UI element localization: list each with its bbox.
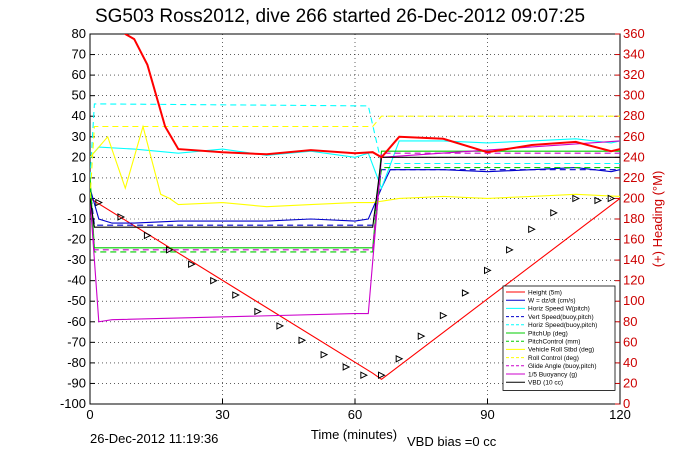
y-tick-label: -40 bbox=[67, 273, 86, 288]
x-axis-label: Time (minutes) bbox=[311, 427, 397, 442]
series-layer bbox=[90, 34, 620, 380]
height-marker bbox=[95, 198, 103, 207]
y-tick-label: 70 bbox=[72, 47, 86, 62]
y-tick-label: -60 bbox=[67, 314, 86, 329]
height-marker bbox=[143, 231, 152, 240]
y-tick-label: -30 bbox=[67, 252, 86, 267]
y-right-tick-label: 280 bbox=[623, 108, 645, 123]
legend: Height (5m) W = dz/dt (cm/s)Horiz Speed W… bbox=[502, 285, 616, 391]
legend-label: VBD (10 cc) bbox=[528, 380, 563, 387]
height-marker bbox=[232, 291, 240, 299]
y-tick-label: -70 bbox=[67, 334, 86, 349]
height-marker bbox=[210, 276, 218, 285]
y-right-tick-label: 180 bbox=[623, 211, 645, 226]
legend-label: Horiz Speed(buoy,pitch) bbox=[528, 322, 597, 329]
x-tick-label: 90 bbox=[480, 407, 494, 422]
x-tick-label: 60 bbox=[348, 407, 362, 422]
y-right-tick-label: 200 bbox=[623, 190, 645, 205]
legend-box bbox=[502, 285, 616, 391]
y-tick-label: -10 bbox=[67, 211, 86, 226]
y-right-tick-label: 80 bbox=[623, 314, 637, 329]
series-line-7 bbox=[90, 124, 620, 208]
y-tick-label: 30 bbox=[72, 129, 86, 144]
x-axis: 0 30 60 90 120 bbox=[86, 399, 631, 422]
legend-label: Vehicle Roll Stbd (deg) bbox=[528, 347, 594, 354]
y-tick-label: 60 bbox=[72, 67, 86, 82]
height-marker bbox=[298, 336, 307, 345]
height-marker bbox=[320, 350, 329, 359]
y-right-tick-label: 140 bbox=[623, 252, 645, 267]
height-marker bbox=[506, 246, 514, 254]
timestamp-footer: 26-Dec-2012 11:19:36 bbox=[90, 431, 218, 446]
y-right-tick-label: 220 bbox=[623, 170, 645, 185]
y-tick-label: -90 bbox=[67, 375, 86, 390]
x-tick-label: 30 bbox=[215, 407, 229, 422]
height-marker bbox=[528, 225, 536, 234]
height-marker bbox=[607, 194, 616, 203]
chart-title: SG503 Ross2012, dive 266 started 26-Dec-… bbox=[95, 6, 585, 27]
legend-label: Glide Angle (buoy,pitch) bbox=[528, 363, 597, 370]
height-marker bbox=[594, 196, 603, 205]
y-right-tick-label: 320 bbox=[623, 67, 645, 82]
legend-label: Height (5m) bbox=[528, 289, 562, 296]
legend-label: W = dz/dt (cm/s) bbox=[528, 298, 576, 305]
height-marker bbox=[461, 289, 470, 297]
y-right-tick-label: 120 bbox=[623, 273, 645, 288]
y-tick-label: -80 bbox=[67, 355, 86, 370]
y-tick-label: 0 bbox=[79, 190, 86, 205]
height-marker bbox=[342, 363, 351, 371]
y-right-tick-label: 160 bbox=[623, 232, 645, 247]
y-axis-right-label: (+) Heading (°M) bbox=[650, 171, 665, 268]
y-right-tick-label: 20 bbox=[623, 375, 637, 390]
x-tick-label: 0 bbox=[86, 407, 93, 422]
y-right-tick-label: 340 bbox=[623, 47, 645, 62]
height-marker bbox=[276, 322, 285, 330]
legend-label: 1/5 Buoyancy (g) bbox=[528, 371, 577, 378]
height-marker bbox=[484, 266, 492, 275]
height-marker bbox=[360, 371, 368, 380]
legend-label: PitchControl (mm) bbox=[528, 339, 580, 346]
y-axis-right: 3603403203002802602402202001801601401201… bbox=[615, 26, 645, 411]
height-marker bbox=[378, 371, 386, 380]
vbd-bias-footer: VBD bias =0 cc bbox=[407, 434, 497, 449]
legend-label: Vert Speed(buoy,pitch) bbox=[528, 314, 594, 321]
series-line-0 bbox=[90, 197, 620, 380]
height-marker bbox=[417, 332, 426, 340]
y-tick-label: 80 bbox=[72, 26, 86, 41]
y-right-tick-label: 260 bbox=[623, 129, 645, 144]
y-tick-label: -100 bbox=[60, 396, 86, 411]
series-line-6 bbox=[90, 167, 620, 253]
series-line-11 bbox=[90, 156, 620, 228]
y-tick-label: 50 bbox=[72, 88, 86, 103]
y-right-tick-label: 360 bbox=[623, 26, 645, 41]
x-tick-label: 120 bbox=[609, 407, 631, 422]
height-marker bbox=[395, 354, 404, 363]
height-marker bbox=[117, 213, 126, 221]
height-markers bbox=[95, 194, 616, 380]
y-right-tick-label: 300 bbox=[623, 88, 645, 103]
y-right-tick-label: 0 bbox=[623, 396, 630, 411]
series-line-8 bbox=[90, 115, 620, 199]
y-right-tick-label: 240 bbox=[623, 149, 645, 164]
height-marker bbox=[572, 194, 580, 203]
legend-label: PitchUp (deg) bbox=[528, 330, 568, 337]
series-line-12 bbox=[124, 34, 620, 159]
height-marker bbox=[550, 209, 558, 217]
height-marker bbox=[254, 307, 262, 316]
height-marker bbox=[166, 246, 174, 254]
y-right-tick-label: 60 bbox=[623, 334, 637, 349]
y-axis-left: 80 70 60 50 40 30 20 10 0 -10 -20 -30 -40 -50 -60 -70 -8… bbox=[60, 26, 95, 411]
y-tick-label: 40 bbox=[72, 108, 86, 123]
y-tick-label: -50 bbox=[67, 293, 86, 308]
y-tick-label: -20 bbox=[67, 232, 86, 247]
y-tick-label: 20 bbox=[72, 149, 86, 164]
y-right-tick-label: 100 bbox=[623, 293, 645, 308]
height-marker bbox=[188, 260, 196, 269]
y-tick-label: 10 bbox=[72, 170, 86, 185]
legend-label: Roll Control (deg) bbox=[528, 355, 579, 362]
legend-label: Horiz Speed W(pitch) bbox=[528, 306, 590, 313]
height-marker bbox=[439, 311, 448, 320]
y-right-tick-label: 40 bbox=[623, 355, 637, 370]
